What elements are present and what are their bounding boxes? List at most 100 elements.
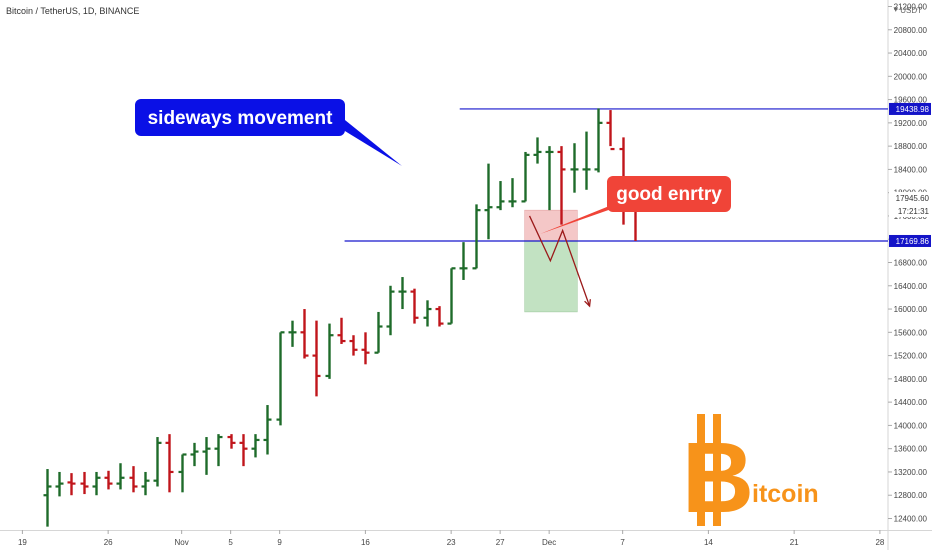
ohlc-bar: [141, 471, 150, 496]
ohlc-bar: [67, 473, 76, 496]
ohlc-bar: [459, 242, 468, 280]
x-tick-label: 16: [361, 538, 370, 547]
callout-pointer: [340, 116, 402, 166]
ohlc-bar: [300, 309, 309, 359]
logo-bar-bottom: [713, 414, 721, 526]
price-badge-current: 17:21:31: [889, 205, 931, 217]
ohlc-bar: [165, 434, 174, 493]
ohlc-bar: [557, 146, 566, 225]
y-tick-label: 21200.00: [894, 3, 928, 12]
ohlc-bar: [153, 437, 162, 487]
x-tick-label: 19: [18, 538, 27, 547]
y-tick-label: 16800.00: [894, 259, 928, 268]
ohlc-bar: [178, 453, 187, 493]
ohlc-bar: [190, 442, 199, 467]
logo-letter: B: [682, 422, 754, 534]
ohlc-bar: [484, 163, 493, 240]
ohlc-bar: [545, 146, 554, 211]
take-profit-zone: [524, 240, 578, 313]
y-tick-label: 12800.00: [894, 491, 928, 500]
ohlc-bar: [423, 300, 432, 327]
x-tick-label: 26: [104, 538, 113, 547]
callout-sideways-movement: sideways movement: [135, 99, 402, 166]
ohlc-bar: [202, 437, 211, 475]
bitcoin-logo: Bitcoin: [682, 414, 819, 534]
ohlc-bar: [435, 306, 444, 327]
y-tick-label: 14000.00: [894, 421, 928, 430]
ohlc-bar: [496, 181, 505, 211]
currency-dropdown-icon[interactable]: ▾: [893, 4, 898, 14]
x-tick-label: Dec: [542, 538, 556, 547]
x-tick-label: 5: [228, 538, 233, 547]
ohlc-bar: [386, 285, 395, 336]
y-tick-label: 13600.00: [894, 445, 928, 454]
y-tick-label: 14800.00: [894, 375, 928, 384]
y-tick-label: 12400.00: [894, 515, 928, 524]
ohlc-bar: [214, 434, 223, 467]
ohlc-bar: [594, 108, 603, 173]
symbol-title: Bitcoin / TetherUS, 1D, BINANCE: [6, 6, 140, 16]
currency-label: USDT: [900, 6, 922, 15]
callout-text: sideways movement: [148, 108, 333, 129]
projection-arrowhead: [584, 299, 591, 308]
ohlc-bar: [312, 320, 321, 397]
price-badge-level: 19438.98: [889, 102, 931, 115]
badge-text: 19438.98: [896, 105, 930, 114]
y-tick-label: 20400.00: [894, 49, 928, 58]
ohlc-bar: [129, 466, 138, 493]
y-tick-label: 16000.00: [894, 305, 928, 314]
badge-bg: [889, 205, 931, 217]
ohlc-bar: [361, 332, 370, 365]
x-tick-label: Nov: [175, 538, 189, 547]
badge-bg: [889, 102, 931, 115]
x-tick-label: 21: [790, 538, 799, 547]
ohlc-bar: [239, 434, 248, 467]
ohlc-bar: [263, 405, 272, 455]
ohlc-bar: [349, 335, 358, 356]
x-tick-label: 14: [704, 538, 713, 547]
ohlc-bar: [533, 137, 542, 164]
callout-box: [135, 99, 345, 136]
y-tick-label: 18800.00: [894, 142, 928, 151]
ohlc-bar: [582, 131, 591, 190]
y-tick-label: 20000.00: [894, 72, 928, 81]
y-tick-label: 18400.00: [894, 165, 928, 174]
ohlc-bar: [55, 471, 64, 497]
callout-good-entry: good enrtry: [540, 176, 731, 234]
ohlc-bar: [447, 267, 456, 325]
logo-text: itcoin: [752, 480, 819, 508]
ohlc-bar: [521, 151, 530, 203]
y-tick-label: 19200.00: [894, 119, 928, 128]
y-tick-label: 16400.00: [894, 282, 928, 291]
ohlc-bar: [276, 331, 285, 426]
y-tick-label: 19600.00: [894, 96, 928, 105]
ohlc-bar: [80, 471, 89, 495]
ohlc-bar: [227, 434, 236, 449]
logo-bar-top: [697, 414, 705, 526]
y-tick-label: 20800.00: [894, 26, 928, 35]
x-tick-label: 27: [496, 538, 505, 547]
price-badge-level: 17169.86: [889, 234, 931, 247]
x-tick-label: 28: [875, 538, 884, 547]
ohlc-bar: [325, 323, 334, 379]
ohlc-bar: [288, 320, 297, 347]
ohlc-bar: [116, 463, 125, 490]
stop-loss-zone: [524, 209, 578, 242]
ohlc-bar: [472, 204, 481, 270]
y-tick-label: 13200.00: [894, 468, 928, 477]
price-badge-current: 17945.60: [889, 192, 931, 204]
ohlc-bar: [374, 311, 383, 354]
ohlc-bar: [508, 178, 517, 208]
ohlc-bar: [43, 469, 52, 527]
y-tick-label: 15600.00: [894, 328, 928, 337]
ohlc-bar: [92, 471, 101, 496]
x-tick-label: 7: [620, 538, 625, 547]
callout-text: good enrtry: [616, 184, 722, 205]
ohlc-bar: [606, 110, 615, 151]
ohlc-bar: [398, 277, 407, 310]
y-tick-label: 14400.00: [894, 398, 928, 407]
projection-path: [528, 215, 591, 307]
badge-text: 17169.86: [896, 237, 930, 246]
